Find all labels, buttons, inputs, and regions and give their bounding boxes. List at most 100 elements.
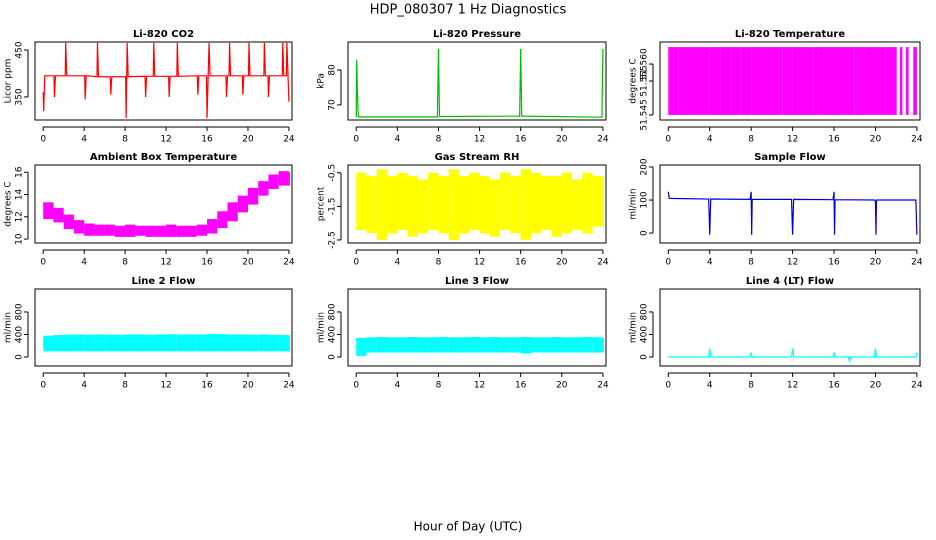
data-band bbox=[376, 169, 388, 240]
y-tick-label: 0 bbox=[328, 354, 338, 360]
y-tick-label: 400 bbox=[15, 326, 25, 343]
y-tick-label: 80 bbox=[328, 64, 338, 76]
data-band bbox=[125, 334, 136, 352]
x-tick-label: 8 bbox=[436, 258, 442, 268]
plot-frame bbox=[347, 288, 607, 367]
data-band bbox=[438, 176, 449, 234]
data-band bbox=[53, 335, 64, 352]
data-band bbox=[288, 335, 290, 352]
y-tick-label: 16 bbox=[15, 166, 25, 178]
data-band bbox=[397, 172, 408, 230]
data-band bbox=[541, 176, 552, 230]
x-tick-label: 4 bbox=[707, 135, 713, 145]
plot-frame bbox=[659, 164, 921, 244]
data-band bbox=[278, 171, 289, 186]
panel: Sample Flow ml/min 0 4 8 12 16 20 24 0 100 200 bbox=[629, 152, 923, 268]
data-band bbox=[428, 172, 439, 230]
x-tick-label: 8 bbox=[122, 135, 128, 145]
data-band bbox=[237, 195, 248, 213]
data-band bbox=[459, 176, 470, 234]
data-band bbox=[802, 47, 814, 115]
data-band bbox=[551, 337, 562, 353]
panel-title: Line 3 Flow bbox=[445, 276, 509, 287]
data-band bbox=[834, 47, 845, 115]
data-band bbox=[114, 225, 126, 237]
x-tick-label: 24 bbox=[911, 135, 923, 145]
y-tick-label: 400 bbox=[640, 326, 650, 343]
data-line bbox=[42, 42, 290, 119]
data-band bbox=[207, 333, 218, 352]
data-band bbox=[258, 181, 269, 196]
figure-title: HDP_080307 1 Hz Diagnostics bbox=[370, 3, 567, 18]
x-tick-label: 16 bbox=[515, 381, 527, 391]
data-band bbox=[448, 337, 460, 353]
data-band bbox=[268, 334, 279, 352]
data-band bbox=[792, 47, 803, 115]
y-tick-label: 0 bbox=[640, 354, 650, 360]
data-band bbox=[823, 47, 835, 115]
data-band bbox=[186, 225, 197, 237]
data-band bbox=[104, 334, 115, 352]
plot-frame bbox=[34, 288, 293, 367]
data-band bbox=[520, 337, 531, 354]
x-tick-label: 20 bbox=[556, 258, 568, 268]
x-tick-label: 4 bbox=[394, 135, 400, 145]
y-tick-label: -0.5 bbox=[328, 164, 338, 182]
data-band bbox=[469, 172, 480, 230]
data-band bbox=[530, 337, 542, 353]
data-band bbox=[751, 47, 762, 115]
panel-title: Li-820 Pressure bbox=[433, 29, 521, 40]
data-band bbox=[227, 334, 238, 352]
data-band bbox=[376, 337, 388, 353]
data-band bbox=[913, 47, 917, 115]
data-band bbox=[899, 47, 903, 115]
data-band bbox=[592, 337, 603, 353]
data-line bbox=[355, 48, 604, 118]
plot-frame bbox=[34, 164, 293, 244]
data-band bbox=[520, 169, 531, 240]
data-band bbox=[541, 337, 552, 353]
panel: Gas Stream RH percent 0 4 8 12 16 20 24 -2.5 -1.5 -… bbox=[317, 152, 609, 268]
x-tick-label: 8 bbox=[436, 135, 442, 145]
data-band bbox=[278, 335, 289, 352]
x-tick-label: 8 bbox=[748, 258, 754, 268]
x-tick-label: 16 bbox=[515, 258, 527, 268]
data-band bbox=[530, 172, 542, 234]
data-band bbox=[166, 224, 177, 237]
x-tick-label: 24 bbox=[597, 258, 609, 268]
data-band bbox=[104, 224, 115, 236]
panel-title: Line 4 (LT) Flow bbox=[746, 276, 834, 287]
x-tick-label: 24 bbox=[283, 135, 295, 145]
data-band bbox=[500, 337, 511, 353]
panel: Li-820 Pressure kPa 0 4 8 12 16 20 24 70 80 bbox=[317, 29, 609, 145]
y-tick-label: 450 bbox=[15, 41, 25, 58]
data-band bbox=[510, 176, 521, 234]
plot-frame bbox=[659, 288, 921, 367]
panel: Li-820 Temperature degrees C 0 4 8 12 16 20 24 51… bbox=[629, 29, 923, 145]
x-tick-label: 0 bbox=[665, 381, 671, 391]
panel-title: Gas Stream RH bbox=[435, 152, 520, 163]
panel: Line 2 Flow ml/min 0 4 8 12 16 20 24 0 400 800 bbox=[4, 276, 295, 391]
x-tick-label: 8 bbox=[122, 258, 128, 268]
data-band bbox=[438, 337, 449, 353]
panel: Li-820 CO2 Licor ppm 0 4 8 12 16 20 24 350 450 bbox=[4, 29, 295, 145]
x-tick-label: 12 bbox=[160, 258, 171, 268]
data-band bbox=[43, 335, 54, 352]
data-band bbox=[186, 334, 197, 352]
x-tick-label: 12 bbox=[787, 381, 798, 391]
data-band bbox=[448, 169, 460, 240]
data-band bbox=[207, 219, 218, 234]
x-tick-label: 12 bbox=[474, 381, 485, 391]
data-band bbox=[63, 334, 74, 352]
data-band bbox=[94, 334, 105, 352]
y-tick-label: 0 bbox=[15, 354, 25, 360]
x-tick-label: 24 bbox=[283, 381, 295, 391]
x-tick-label: 12 bbox=[787, 135, 798, 145]
x-tick-label: 20 bbox=[242, 381, 254, 391]
y-tick-label: 51.555 bbox=[640, 65, 650, 97]
data-band bbox=[407, 176, 418, 237]
data-band bbox=[247, 187, 259, 205]
x-tick-label: 0 bbox=[665, 258, 671, 268]
y-axis-label: ml/min bbox=[4, 312, 14, 343]
x-tick-label: 16 bbox=[201, 135, 213, 145]
